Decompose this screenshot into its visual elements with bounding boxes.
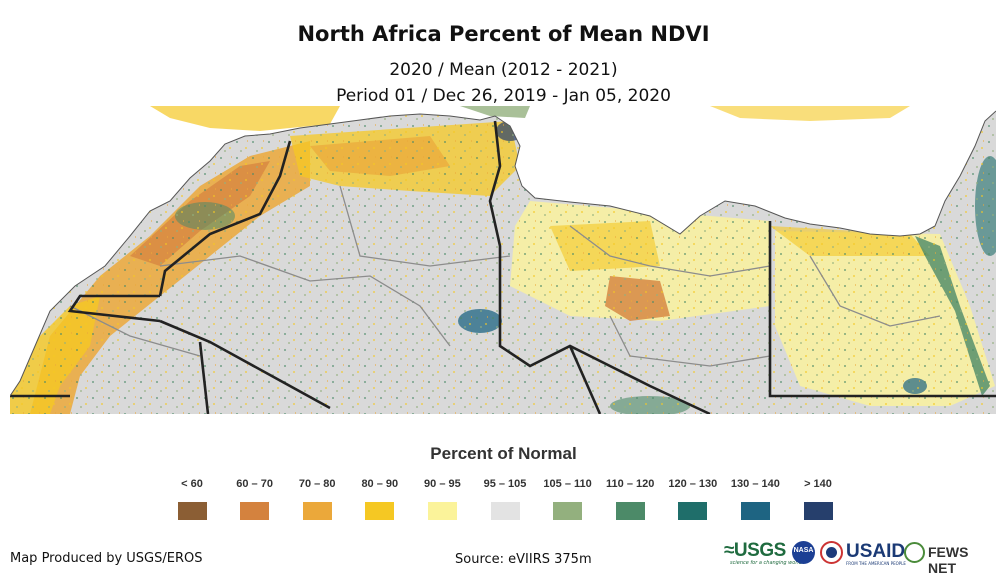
legend-item: 110 – 120 xyxy=(601,478,659,520)
coastline xyxy=(10,110,996,397)
legend-title: Percent of Normal xyxy=(430,444,577,463)
legend-item-label: 90 – 95 xyxy=(424,478,461,490)
legend-color-swatch xyxy=(365,502,395,520)
legend-color-swatch xyxy=(803,502,833,520)
southern-europe-fragment xyxy=(150,106,340,131)
noaa-seal-icon xyxy=(820,541,843,564)
legend-item-label: 130 – 140 xyxy=(730,478,780,490)
usgs-logo: ≈USGS xyxy=(724,540,786,561)
legend-item-label: > 140 xyxy=(804,478,832,490)
legend-color-swatch xyxy=(490,502,520,520)
legend-item: 105 – 110 xyxy=(539,478,597,520)
legend-color-swatch xyxy=(177,502,207,520)
fews-net-logo: FEWS NET xyxy=(928,544,969,576)
legend-color-swatch xyxy=(427,502,457,520)
map-title: North Africa Percent of Mean NDVI xyxy=(297,22,710,46)
legend-item-label: 110 – 120 xyxy=(606,478,655,490)
partner-logos: ≈USGS science for a changing world NASA … xyxy=(724,538,996,576)
national-borders xyxy=(10,120,996,414)
legend-color-swatch xyxy=(615,502,645,520)
usaid-logo: USAID xyxy=(846,541,906,562)
legend-item-label: 70 – 80 xyxy=(298,478,336,490)
legend-item: 95 – 105 xyxy=(476,478,534,520)
legend-item: > 140 xyxy=(789,478,847,520)
legend-item: 120 – 130 xyxy=(664,478,722,520)
legend-color-swatch xyxy=(302,502,332,520)
greece-fragment xyxy=(710,106,910,121)
legend-item: 80 – 90 xyxy=(351,478,409,520)
legend-item-label: < 60 xyxy=(181,478,203,490)
legend-item-label: 60 – 70 xyxy=(236,478,273,490)
nasa-logo-text: NASA xyxy=(793,547,814,554)
legend-item: 70 – 80 xyxy=(288,478,346,520)
legend-item: 90 – 95 xyxy=(413,478,471,520)
legend-color-swatch xyxy=(740,502,770,520)
legend-item-label: 120 – 130 xyxy=(668,478,718,490)
legend-item-label: 105 – 110 xyxy=(543,478,592,490)
data-source-credit: Source: eVIIRS 375m xyxy=(455,552,592,567)
legend: < 60 60 – 70 70 – 80 80 – 90 90 – 95 95 – 105… xyxy=(163,478,843,524)
legend-item: < 60 xyxy=(163,478,221,520)
ndvi-map xyxy=(10,106,996,414)
usaid-tagline: FROM THE AMERICAN PEOPLE xyxy=(846,561,906,566)
legend-item: 60 – 70 xyxy=(226,478,284,520)
nasa-logo: NASA xyxy=(792,541,815,564)
map-subtitle-years: 2020 / Mean (2012 - 2021) xyxy=(389,60,618,80)
legend-color-swatch xyxy=(678,502,708,520)
map-producer-credit: Map Produced by USGS/EROS xyxy=(10,551,203,566)
legend-item: 130 – 140 xyxy=(726,478,784,520)
legend-color-swatch xyxy=(240,502,270,520)
legend-item-label: 95 – 105 xyxy=(483,478,527,490)
sicily-fragment xyxy=(460,106,530,118)
fews-globe-icon xyxy=(904,542,925,563)
usgs-tagline: science for a changing world xyxy=(730,560,802,566)
legend-color-swatch xyxy=(553,502,583,520)
admin-boundaries xyxy=(69,185,941,367)
map-subtitle-period: Period 01 / Dec 26, 2019 - Jan 05, 2020 xyxy=(336,86,671,106)
legend-item-label: 80 – 90 xyxy=(361,478,399,490)
